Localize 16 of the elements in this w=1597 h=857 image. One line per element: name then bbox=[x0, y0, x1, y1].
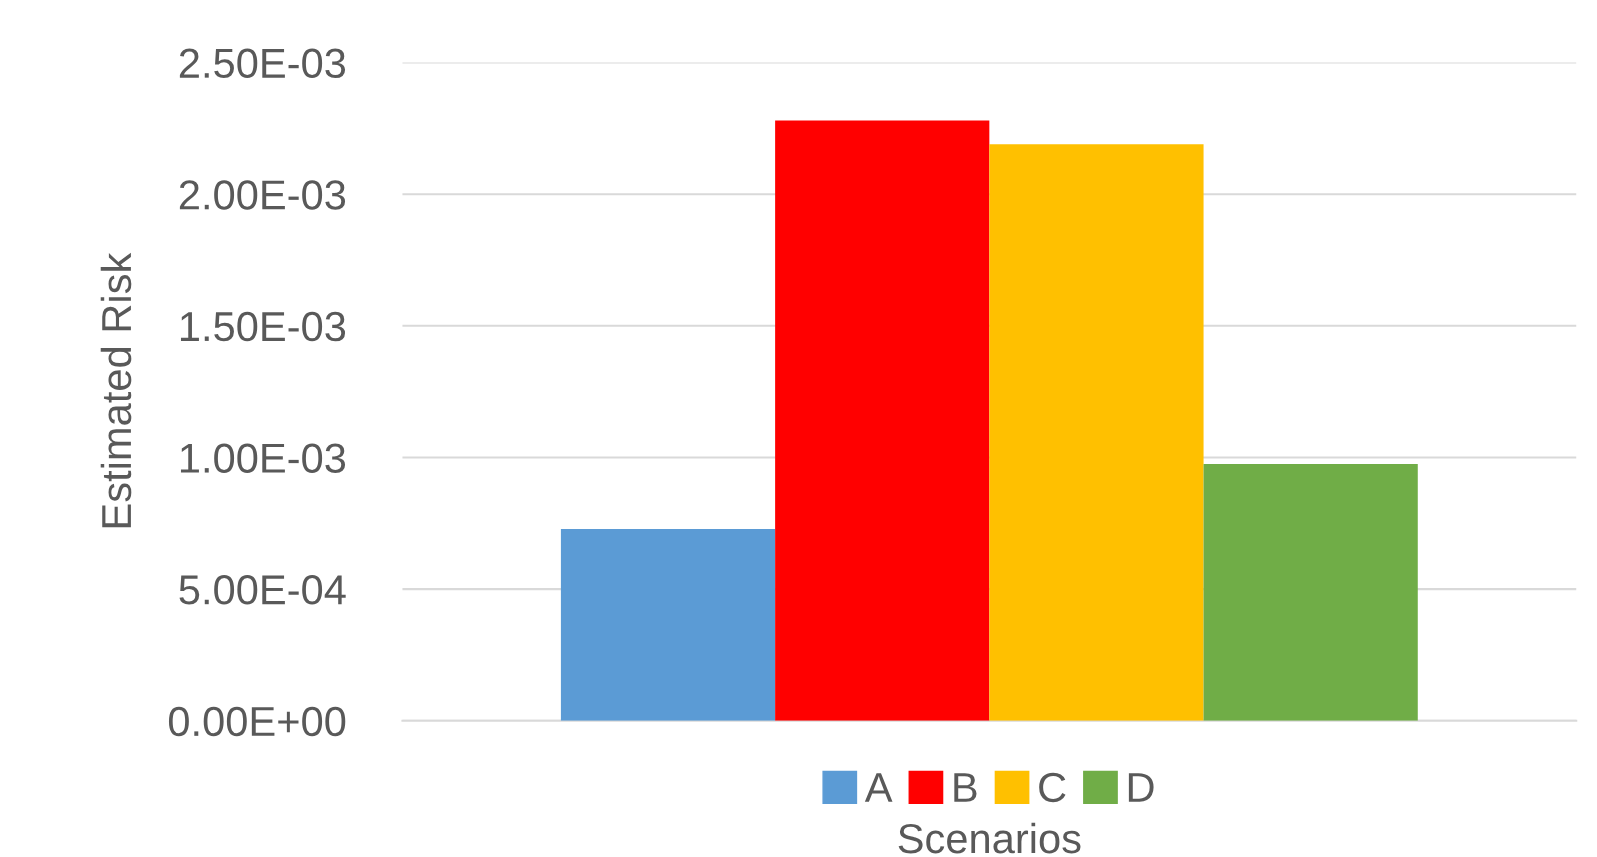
bar bbox=[560, 529, 776, 721]
y-tick-label: 5.00E-04 bbox=[179, 575, 346, 605]
y-tick-label: 2.50E-03 bbox=[179, 48, 346, 79]
legend-label: B bbox=[954, 773, 977, 802]
bar bbox=[989, 144, 1204, 721]
y-tick-label: 0.00E+00 bbox=[168, 706, 346, 737]
y-tick-label: 2.00E-03 bbox=[179, 180, 346, 210]
x-axis-title: Scenarios bbox=[898, 822, 1081, 854]
y-axis-title: Estimated Risk bbox=[100, 252, 132, 528]
bar bbox=[1203, 464, 1418, 721]
legend-label: C bbox=[1039, 772, 1066, 803]
y-tick-label: 1.50E-03 bbox=[180, 311, 346, 342]
y-tick-label: 1.00E-03 bbox=[180, 443, 346, 473]
legend-label: D bbox=[1128, 773, 1154, 802]
bar bbox=[775, 120, 990, 721]
legend-label: A bbox=[864, 773, 893, 802]
